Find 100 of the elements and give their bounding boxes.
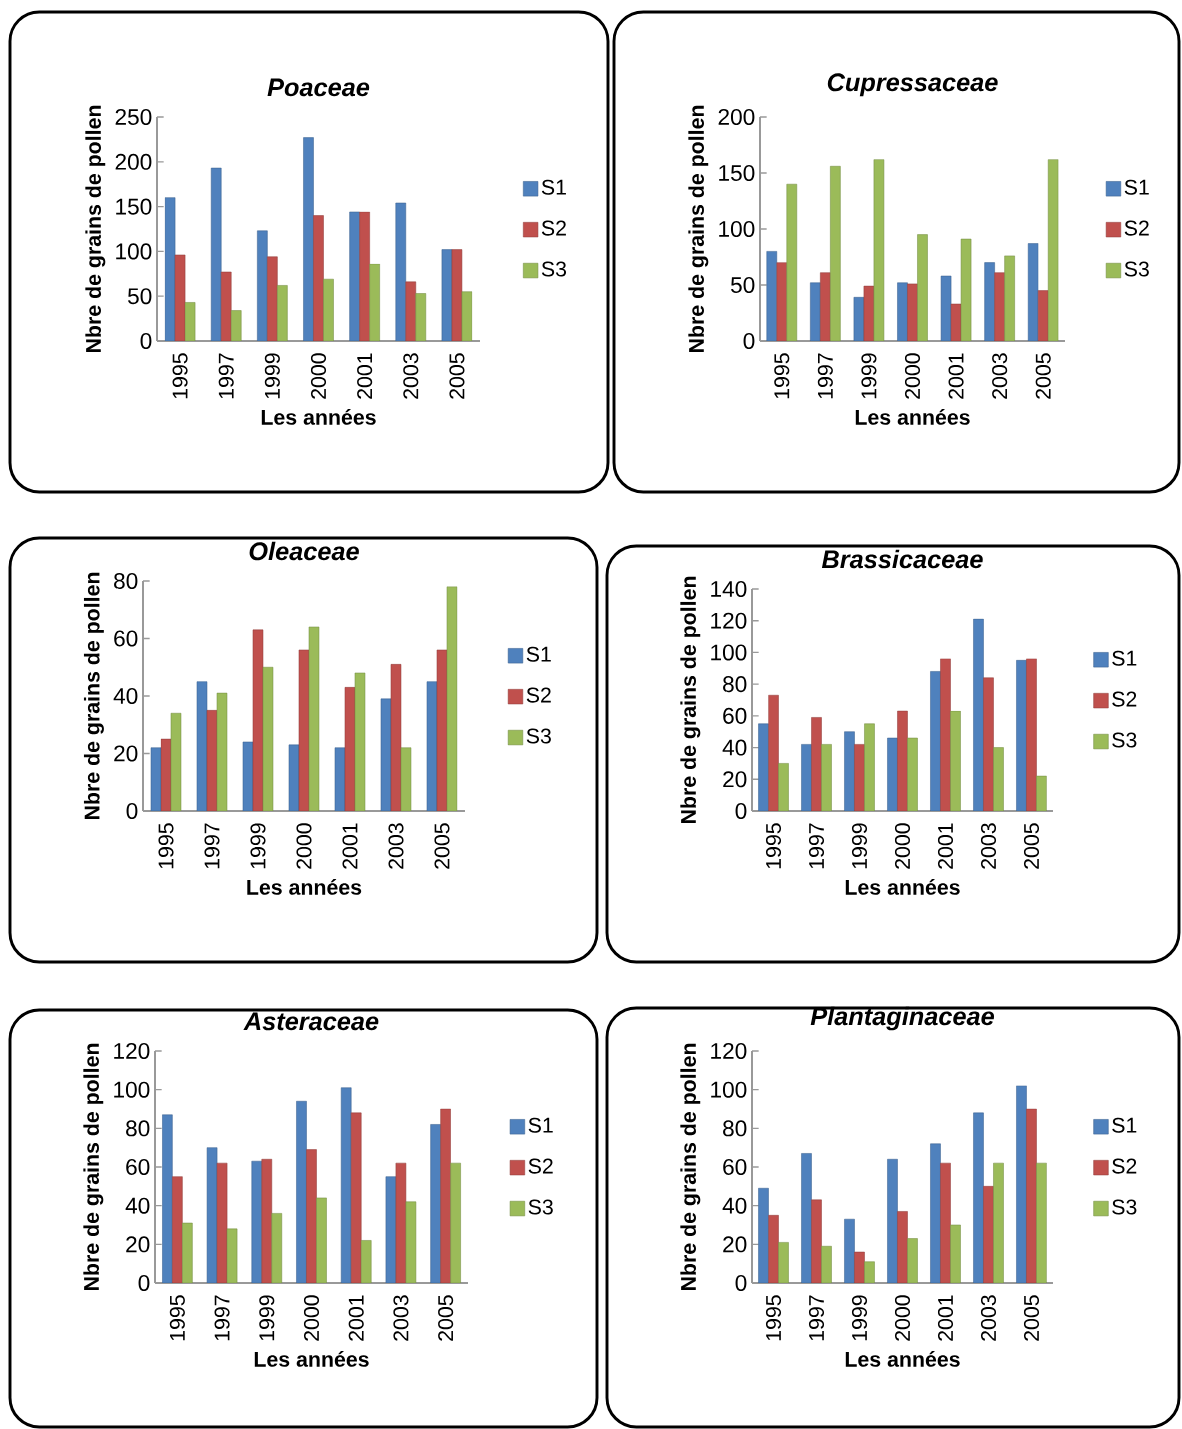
x-tick-label: 1999 (851, 1295, 868, 1341)
bar (758, 723, 769, 811)
y-tick-label: 80 (114, 572, 138, 590)
bar (811, 717, 822, 811)
y-tick-label: 100 (719, 220, 755, 238)
bar (897, 710, 908, 811)
bar (887, 1158, 898, 1283)
bar (303, 137, 314, 341)
bar (801, 744, 812, 811)
bar (1027, 243, 1039, 341)
bar (983, 1186, 994, 1283)
y-axis-title: Nbre de grains de pollen (680, 1043, 701, 1291)
y-axis-title: Nbre de grains de pollen (83, 1043, 104, 1291)
x-axis-title: Les années (261, 408, 376, 425)
y-tick-label: 200 (115, 153, 152, 170)
x-tick-label: 2005 (1035, 353, 1051, 399)
bar (984, 262, 995, 341)
bar (1016, 660, 1027, 811)
bar (262, 666, 274, 811)
x-tick-label: 2005 (434, 823, 450, 869)
bar (811, 1199, 822, 1283)
y-tick-label: 0 (138, 1274, 150, 1292)
bar (854, 744, 865, 811)
x-tick-label: 2003 (980, 823, 997, 869)
bar (907, 283, 918, 341)
x-tick-label: 1997 (214, 1295, 230, 1341)
y-tick-label: 0 (735, 1274, 747, 1292)
legend-label: S2 (1112, 691, 1137, 707)
y-tick-label: 150 (116, 198, 152, 215)
y-tick-label: 60 (126, 1158, 150, 1176)
bar (174, 254, 186, 341)
bar (758, 1187, 769, 1283)
x-tick-label: 2005 (1023, 823, 1040, 869)
bar (277, 285, 288, 341)
legend-label: S3 (541, 261, 567, 277)
legend-label: S3 (526, 728, 551, 744)
bar (306, 1149, 317, 1283)
x-tick-label: 2001 (948, 353, 964, 399)
x-tick-label: 2001 (342, 823, 358, 869)
y-tick-label: 200 (718, 108, 755, 126)
y-tick-label: 150 (719, 164, 755, 182)
bar (210, 167, 222, 341)
legend-label: S3 (1124, 261, 1149, 277)
bar (400, 747, 412, 811)
bar (960, 238, 972, 341)
y-axis-title: Nbre de grains de pollen (83, 572, 104, 820)
legend-label: S1 (541, 179, 566, 195)
bar (162, 1114, 173, 1283)
x-tick-label: 1999 (259, 1295, 275, 1341)
x-tick-label: 2000 (894, 823, 911, 869)
bar (216, 692, 228, 811)
legend-label: S2 (1124, 220, 1149, 236)
legend-label: S3 (528, 1199, 553, 1215)
legend-label: S2 (541, 220, 566, 236)
y-tick-label: 100 (711, 1081, 747, 1098)
legend-label: S2 (1112, 1158, 1137, 1174)
bar (340, 1087, 352, 1283)
bar (354, 672, 366, 811)
x-tick-label: 2001 (937, 823, 954, 869)
y-axis-title: Nbre de grains de pollen (680, 576, 701, 824)
x-tick-label: 1999 (250, 823, 266, 869)
x-tick-label: 1999 (861, 353, 877, 399)
x-tick-label: 2005 (1023, 1295, 1040, 1341)
bar (863, 285, 875, 341)
bar (973, 618, 984, 811)
bar (994, 272, 1005, 341)
x-tick-label: 1995 (765, 1295, 782, 1341)
bar (940, 275, 952, 341)
bar (196, 681, 208, 811)
bar (308, 626, 320, 811)
bar (446, 586, 458, 811)
x-tick-label: 2003 (388, 823, 404, 869)
bar (844, 1218, 855, 1283)
bar (917, 234, 928, 341)
chart-title: Plantaginaceae (810, 1006, 995, 1031)
bar (897, 1211, 908, 1283)
bar (395, 202, 407, 341)
legend-label: S1 (1112, 650, 1137, 666)
chart-title: Oleaceae (249, 541, 359, 561)
bar (251, 1160, 263, 1283)
bar (323, 278, 334, 341)
bar (897, 282, 908, 341)
y-tick-label: 100 (114, 1081, 150, 1098)
x-tick-label: 2003 (393, 1295, 409, 1341)
y-tick-label: 60 (723, 1158, 747, 1176)
y-tick-label: 60 (723, 707, 747, 724)
y-axis-title: Nbre de grains de pollen (85, 105, 106, 353)
bar (164, 197, 176, 341)
bar (768, 694, 779, 811)
bar (844, 731, 855, 811)
x-tick-label: 2003 (992, 353, 1008, 399)
legend-label: S3 (1112, 732, 1137, 748)
bar (426, 681, 438, 811)
x-tick-label: 1995 (765, 823, 782, 869)
x-tick-label: 2003 (980, 1295, 997, 1341)
bar (461, 291, 473, 341)
x-axis-title: Les années (855, 408, 970, 425)
bar (441, 249, 453, 341)
bar (220, 271, 232, 341)
bar (230, 310, 242, 341)
